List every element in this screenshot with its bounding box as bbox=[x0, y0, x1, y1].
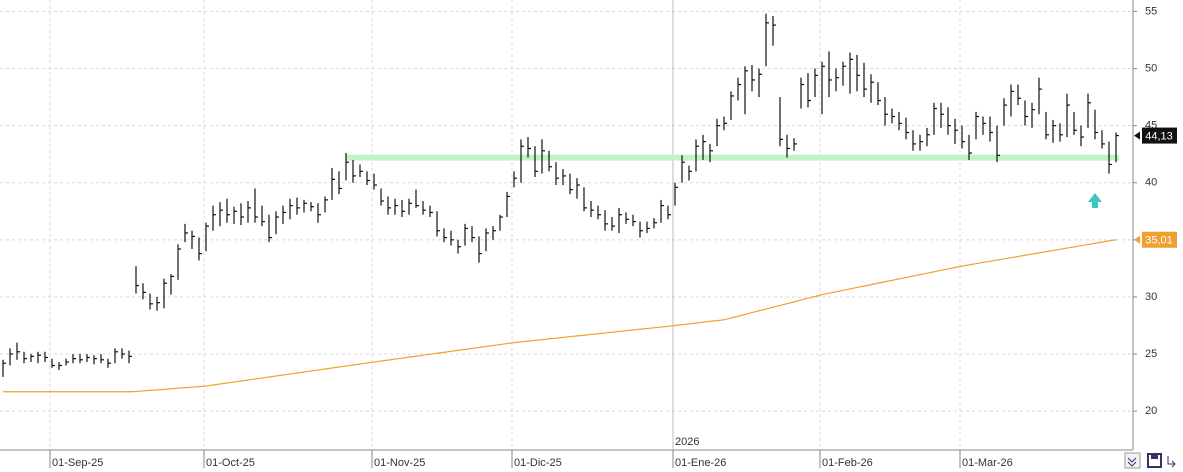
toolbar[interactable] bbox=[1124, 452, 1176, 469]
plot bbox=[0, 0, 1137, 468]
price-tag-label: 44,13 bbox=[1145, 130, 1173, 142]
signal-arrow bbox=[1088, 193, 1102, 208]
y-tick-label: 50 bbox=[1145, 62, 1157, 74]
year-label: 2026 bbox=[675, 436, 699, 448]
x-tick-label: 01-Dic-25 bbox=[514, 457, 562, 469]
x-tick-label: 01-Nov-25 bbox=[374, 457, 425, 469]
y-tick-label: 40 bbox=[1145, 177, 1157, 189]
y-tick-label: 25 bbox=[1145, 348, 1157, 360]
price-tag bbox=[1142, 127, 1177, 144]
price-pointer bbox=[1134, 235, 1140, 244]
y-tick-label: 30 bbox=[1145, 291, 1157, 303]
y-tick-label: 55 bbox=[1145, 5, 1157, 17]
x-tick-label: 01-Ene-26 bbox=[675, 457, 726, 469]
moving-average-line bbox=[3, 239, 1117, 393]
y-tick-label: 20 bbox=[1145, 405, 1157, 417]
x-tick-label: 01-Mar-26 bbox=[962, 457, 1013, 469]
x-tick-label: 01-Oct-25 bbox=[206, 457, 255, 469]
x-tick-label: 01-Sep-25 bbox=[52, 457, 103, 469]
price-pointer bbox=[1134, 131, 1140, 140]
x-tick-label: 01-Feb-26 bbox=[822, 457, 873, 469]
price-tag bbox=[1142, 231, 1177, 248]
price-tag-label: 35,01 bbox=[1145, 235, 1173, 247]
